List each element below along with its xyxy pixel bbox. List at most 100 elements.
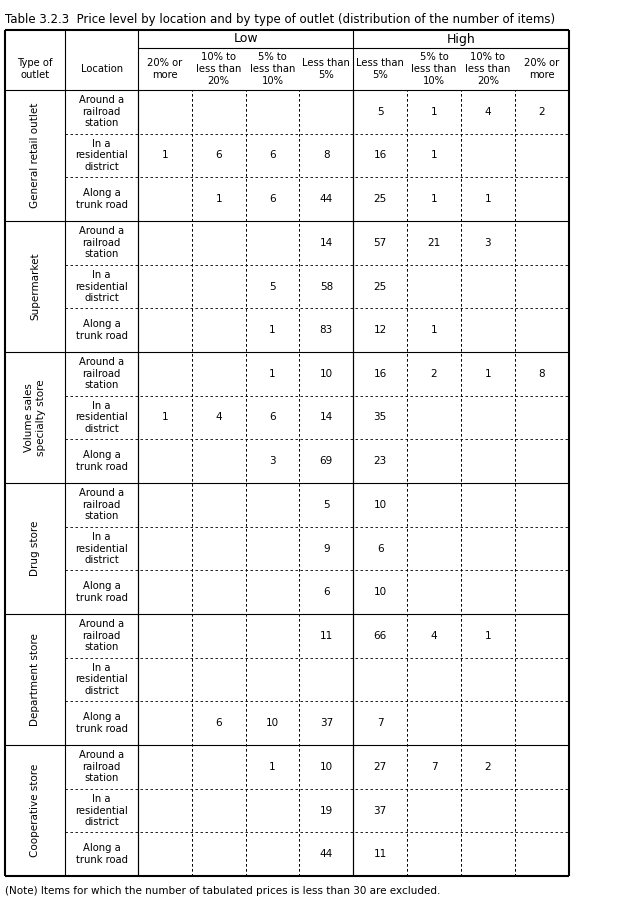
Text: Along a
trunk road: Along a trunk road [76, 713, 128, 734]
Text: 7: 7 [377, 718, 384, 728]
Text: Cooperative store: Cooperative store [30, 764, 40, 857]
Text: 2: 2 [431, 369, 438, 379]
Text: 8: 8 [323, 151, 330, 161]
Text: 3: 3 [269, 456, 276, 466]
Text: 44: 44 [320, 194, 333, 204]
Text: 10: 10 [320, 369, 333, 379]
Text: (Note) Items for which the number of tabulated prices is less than 30 are exclud: (Note) Items for which the number of tab… [4, 886, 440, 896]
Text: 66: 66 [373, 631, 387, 641]
Text: 6: 6 [215, 151, 222, 161]
Text: In a
residential
district: In a residential district [76, 663, 128, 696]
Text: Around a
railroad
station: Around a railroad station [79, 226, 124, 260]
Text: 20% or
more: 20% or more [524, 58, 559, 80]
Text: Department store: Department store [30, 633, 40, 725]
Text: 4: 4 [431, 631, 438, 641]
Text: 2: 2 [485, 762, 491, 772]
Text: Table 3.2.3  Price level by location and by type of outlet (distribution of the : Table 3.2.3 Price level by location and … [4, 13, 554, 26]
Text: 69: 69 [320, 456, 333, 466]
Text: 1: 1 [485, 194, 491, 204]
Text: 1: 1 [269, 762, 276, 772]
Text: 10% to
less than
20%: 10% to less than 20% [196, 53, 241, 85]
Text: In a
residential
district: In a residential district [76, 270, 128, 303]
Text: 10: 10 [266, 718, 279, 728]
Text: In a
residential
district: In a residential district [76, 401, 128, 434]
Text: 6: 6 [215, 718, 222, 728]
Text: 19: 19 [320, 805, 333, 815]
Text: 1: 1 [269, 325, 276, 335]
Text: 1: 1 [431, 325, 438, 335]
Text: 57: 57 [373, 238, 387, 248]
Text: In a
residential
district: In a residential district [76, 139, 128, 173]
Text: 1: 1 [431, 194, 438, 204]
Text: 14: 14 [320, 238, 333, 248]
Text: Along a
trunk road: Along a trunk road [76, 320, 128, 341]
Text: Along a
trunk road: Along a trunk road [76, 581, 128, 603]
Text: Around a
railroad
station: Around a railroad station [79, 357, 124, 390]
Text: Less than
5%: Less than 5% [302, 58, 351, 80]
Text: Supermarket: Supermarket [30, 252, 40, 321]
Text: 23: 23 [373, 456, 387, 466]
Text: 8: 8 [538, 369, 545, 379]
Text: High: High [446, 33, 476, 45]
Text: 44: 44 [320, 849, 333, 859]
Text: Along a
trunk road: Along a trunk road [76, 844, 128, 865]
Text: Volume sales
specialty store: Volume sales specialty store [24, 380, 46, 456]
Text: 4: 4 [215, 412, 222, 422]
Text: 1: 1 [431, 107, 438, 117]
Text: 12: 12 [373, 325, 387, 335]
Text: 20% or
more: 20% or more [147, 58, 182, 80]
Text: 25: 25 [373, 194, 387, 204]
Text: In a
residential
district: In a residential district [76, 532, 128, 565]
Text: 37: 37 [320, 718, 333, 728]
Text: Less than
5%: Less than 5% [356, 58, 404, 80]
Text: 10: 10 [320, 762, 333, 772]
Text: 1: 1 [215, 194, 222, 204]
Text: 83: 83 [320, 325, 333, 335]
Text: 35: 35 [373, 412, 387, 422]
Text: 3: 3 [485, 238, 491, 248]
Text: 14: 14 [320, 412, 333, 422]
Text: 25: 25 [373, 281, 387, 291]
Text: 5: 5 [269, 281, 276, 291]
Text: 5% to
less than
10%: 5% to less than 10% [250, 53, 295, 85]
Text: 1: 1 [269, 369, 276, 379]
Text: Location: Location [81, 64, 123, 74]
Text: 6: 6 [269, 412, 276, 422]
Text: 1: 1 [485, 369, 491, 379]
Text: 10: 10 [373, 499, 387, 509]
Text: In a
residential
district: In a residential district [76, 794, 128, 827]
Text: 27: 27 [373, 762, 387, 772]
Text: Along a
trunk road: Along a trunk road [76, 188, 128, 210]
Text: Around a
railroad
station: Around a railroad station [79, 750, 124, 784]
Text: 21: 21 [427, 238, 441, 248]
Text: 5% to
less than
10%: 5% to less than 10% [411, 53, 457, 85]
Text: 10% to
less than
20%: 10% to less than 20% [465, 53, 511, 85]
Text: 10: 10 [373, 587, 387, 597]
Text: 1: 1 [161, 412, 168, 422]
Text: 9: 9 [323, 544, 330, 554]
Text: Type of
outlet: Type of outlet [17, 58, 53, 80]
Text: 1: 1 [485, 631, 491, 641]
Text: 6: 6 [323, 587, 330, 597]
Text: Low: Low [233, 33, 258, 45]
Text: 5: 5 [323, 499, 330, 509]
Text: Around a
railroad
station: Around a railroad station [79, 619, 124, 653]
Text: 37: 37 [373, 805, 387, 815]
Text: 6: 6 [269, 194, 276, 204]
Text: Around a
railroad
station: Around a railroad station [79, 489, 124, 521]
Text: 16: 16 [373, 151, 387, 161]
Text: 7: 7 [431, 762, 438, 772]
Text: Around a
railroad
station: Around a railroad station [79, 95, 124, 128]
Text: Drug store: Drug store [30, 521, 40, 577]
Text: Along a
trunk road: Along a trunk road [76, 450, 128, 472]
Text: 4: 4 [485, 107, 491, 117]
Text: 16: 16 [373, 369, 387, 379]
Text: 6: 6 [269, 151, 276, 161]
Text: 2: 2 [538, 107, 545, 117]
Text: 1: 1 [431, 151, 438, 161]
Text: 5: 5 [377, 107, 384, 117]
Text: 1: 1 [161, 151, 168, 161]
Text: 58: 58 [320, 281, 333, 291]
Text: 6: 6 [377, 544, 384, 554]
Text: General retail outlet: General retail outlet [30, 103, 40, 208]
